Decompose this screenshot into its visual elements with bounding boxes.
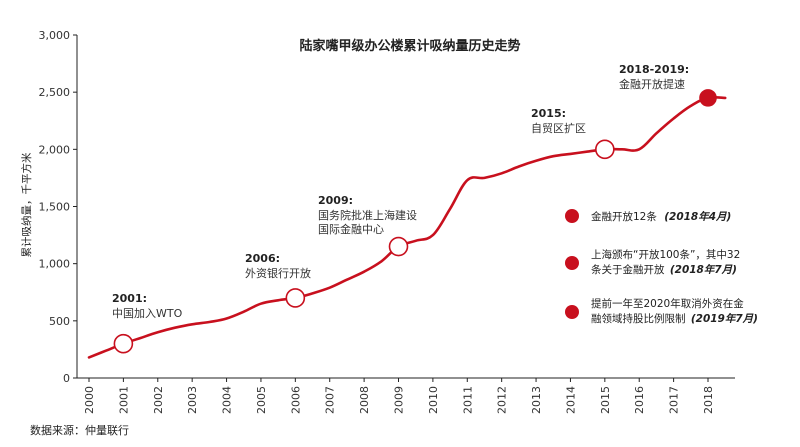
x-tick-label: 2011	[461, 386, 474, 414]
annotation-2001: 2001: 中国加入WTO	[112, 292, 183, 320]
annotation-2009: 2009: 国务院批准上海建设 国际金融中心	[318, 194, 417, 236]
annotation-year: 2001:	[112, 292, 147, 305]
annotation-2015: 2015: 自贸区扩区	[531, 107, 586, 135]
y-tick-label: 500	[49, 315, 70, 328]
chart-title: 陆家嘴甲级办公楼累计吸纳量历史走势	[299, 38, 520, 54]
legend-date: (2018年4月)	[664, 210, 731, 223]
y-tick-label: 1,500	[39, 201, 71, 214]
x-tick-label: 2000	[83, 386, 96, 414]
x-tick-label: 2017	[668, 386, 681, 414]
event-marker	[595, 139, 615, 160]
legend-item: 上海颁布“开放100条”，其中32 条关于金融开放 (2018年7月)	[565, 248, 740, 276]
annotation-year: 2006:	[245, 252, 280, 265]
legend-marker	[565, 256, 579, 270]
legend-marker	[565, 305, 579, 319]
event-marker	[113, 333, 134, 354]
legend: 金融开放12条 (2018年4月) 上海颁布“开放100条”，其中32 条关于金…	[565, 209, 758, 325]
y-tick-label: 2,500	[39, 86, 71, 99]
annotation-2006: 2006: 外资银行开放	[245, 252, 311, 280]
annotation-2018-2019: 2018-2019: 金融开放提速	[619, 63, 689, 91]
x-tick-label: 2018	[702, 386, 715, 414]
legend-label-line2: 融领域持股比例限制 (2019年7月)	[591, 312, 758, 325]
x-tick-label: 2006	[289, 386, 302, 414]
x-tick-label: 2013	[530, 386, 543, 414]
legend-item: 金融开放12条 (2018年4月)	[565, 209, 731, 223]
annotation-text: 金融开放提速	[619, 77, 685, 91]
x-tick-label: 2003	[186, 386, 199, 414]
x-tick-label: 2004	[221, 386, 234, 414]
legend-label: 上海颁布“开放100条”，其中32	[591, 248, 740, 261]
annotation-text: 外资银行开放	[245, 266, 311, 280]
legend-label-line2: 条关于金融开放 (2018年7月)	[591, 263, 737, 276]
y-axis: 0 500 1,000 1,500 2,000 2,500 3,000	[39, 29, 78, 385]
y-tick-label: 3,000	[39, 29, 71, 42]
annotation-year: 2009:	[318, 194, 353, 207]
legend-label: 金融开放12条 (2018年4月)	[591, 210, 731, 223]
x-tick-label: 2012	[496, 386, 509, 414]
x-tick-label: 2007	[324, 386, 337, 414]
legend-date: (2018年7月)	[670, 263, 737, 276]
marker-layer	[113, 89, 717, 354]
annotation-year: 2018-2019:	[619, 63, 689, 76]
annotation-text: 国际金融中心	[318, 222, 384, 236]
x-tick-label: 2001	[117, 386, 130, 414]
x-tick-label: 2016	[633, 386, 646, 414]
event-marker	[388, 236, 409, 257]
x-tick-label: 2010	[427, 386, 440, 414]
y-tick-label: 0	[63, 372, 70, 385]
annotation-text: 中国加入WTO	[112, 307, 183, 320]
annotation-year: 2015:	[531, 107, 566, 120]
x-tick-label: 2005	[255, 386, 268, 414]
legend-text: 融领域持股比例限制	[591, 312, 686, 325]
legend-item: 提前一年至2020年取消外资在金 融领域持股比例限制 (2019年7月)	[565, 297, 758, 325]
x-tick-label: 2009	[393, 386, 406, 414]
annotation-text: 国务院批准上海建设	[318, 208, 417, 222]
highlight-marker	[699, 89, 717, 107]
y-axis-label: 累计吸纳量，千平方米	[20, 152, 33, 257]
x-tick-label: 2002	[152, 386, 165, 414]
legend-marker	[565, 209, 579, 223]
event-marker	[285, 288, 306, 308]
source-note: 数据来源：仲量联行	[30, 423, 129, 437]
x-tick-label: 2014	[564, 386, 577, 414]
legend-date: (2019年7月)	[691, 312, 758, 325]
x-tick-label: 2008	[358, 386, 371, 414]
legend-label: 提前一年至2020年取消外资在金	[591, 297, 744, 310]
legend-text: 条关于金融开放	[591, 263, 665, 276]
x-axis: 2000 2001 2002 2003 2004 2005 2006 2007 2008 2009…	[77, 377, 735, 414]
y-tick-label: 1,000	[39, 258, 71, 271]
annotation-text: 自贸区扩区	[531, 121, 586, 135]
x-tick-label: 2015	[599, 386, 612, 414]
y-tick-label: 2,000	[39, 143, 71, 156]
legend-text: 金融开放12条	[591, 210, 657, 223]
